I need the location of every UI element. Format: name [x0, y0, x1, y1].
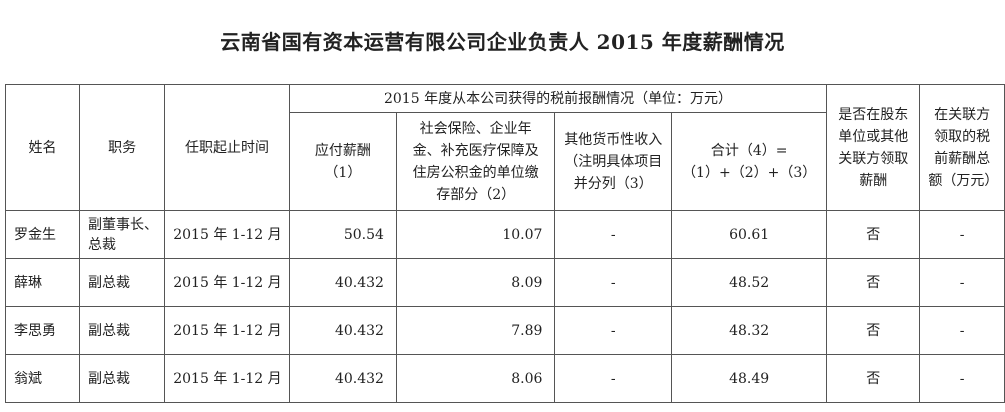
cell-total: 48.52: [671, 258, 828, 307]
cell-term: 2015 年 1-12 月: [164, 354, 290, 403]
cell-social: 7.89: [395, 306, 556, 355]
cell-related-amount: -: [919, 354, 1005, 403]
cell-term: 2015 年 1-12 月: [164, 210, 290, 259]
cell-total: 60.61: [671, 210, 828, 259]
table-row: 罗金生 副董事长、总裁 2015 年 1-12 月 50.54 10.07-60.61 否…: [5, 210, 1005, 259]
header-position: 职务: [78, 84, 166, 211]
table-row: 翁斌 副总裁 2015 年 1-12 月 40.432 8.06-48.49 否 -: [5, 354, 1005, 403]
cell-salary: 40.432: [288, 354, 397, 403]
cell-name: 李思勇: [5, 306, 80, 355]
table-row: 李思勇 副总裁 2015 年 1-12 月 40.432 7.89-48.32 否 -: [5, 306, 1005, 355]
cell-related-amount: -: [919, 210, 1005, 259]
cell-salary: 50.54: [288, 210, 397, 259]
cell-related-flag: 否: [826, 210, 921, 259]
cell-total: 48.32: [671, 306, 828, 355]
cell-related-amount: -: [919, 258, 1005, 307]
cell-other: -: [554, 258, 673, 307]
cell-name: 翁斌: [5, 354, 80, 403]
cell-total: 48.49: [671, 354, 828, 403]
cell-position: 副总裁: [78, 306, 166, 355]
cell-salary: 40.432: [288, 258, 397, 307]
cell-position: 副总裁: [78, 258, 166, 307]
cell-other: -: [554, 354, 673, 403]
header-social: 社会保险、企业年金、补充医疗保障及住房公积金的单位缴存部分（2）: [395, 112, 556, 211]
cell-social: 10.07: [395, 210, 556, 259]
cell-other: -: [554, 306, 673, 355]
cell-related-flag: 否: [826, 354, 921, 403]
cell-name: 薛琳: [5, 258, 80, 307]
header-related-amount: 在关联方领取的税前薪酬总额（万元）: [919, 84, 1005, 211]
header-total: 合计（4）=（1）+（2）+（3）: [671, 112, 828, 211]
salary-table: 姓名 职务 任职起止时间 2015 年度从本公司获得的税前报酬情况（单位：万元）…: [5, 84, 1005, 403]
cell-position: 副董事长、总裁: [78, 210, 166, 259]
cell-salary: 40.432: [288, 306, 397, 355]
cell-other: -: [554, 210, 673, 259]
cell-term: 2015 年 1-12 月: [164, 306, 290, 355]
header-term: 任职起止时间: [164, 84, 290, 211]
header-salary: 应付薪酬（1）: [288, 112, 397, 211]
cell-related-flag: 否: [826, 258, 921, 307]
table-row: 薛琳 副总裁 2015 年 1-12 月 40.432 8.09-48.52 否 -: [5, 258, 1005, 307]
cell-term: 2015 年 1-12 月: [164, 258, 290, 307]
cell-social: 8.06: [395, 354, 556, 403]
cell-related-flag: 否: [826, 306, 921, 355]
header-group: 2015 年度从本公司获得的税前报酬情况（单位：万元）: [288, 84, 828, 113]
cell-position: 副总裁: [78, 354, 166, 403]
cell-related-amount: -: [919, 306, 1005, 355]
header-name: 姓名: [5, 84, 80, 211]
page-title: 云南省国有资本运营有限公司企业负责人 2015 年度薪酬情况: [220, 30, 785, 54]
header-other: 其他货币性收入（注明具体项目并分列（3）: [554, 112, 673, 211]
cell-social: 8.09: [395, 258, 556, 307]
cell-name: 罗金生: [5, 210, 80, 259]
header-related-flag: 是否在股东单位或其他关联方领取薪酬: [826, 84, 921, 211]
